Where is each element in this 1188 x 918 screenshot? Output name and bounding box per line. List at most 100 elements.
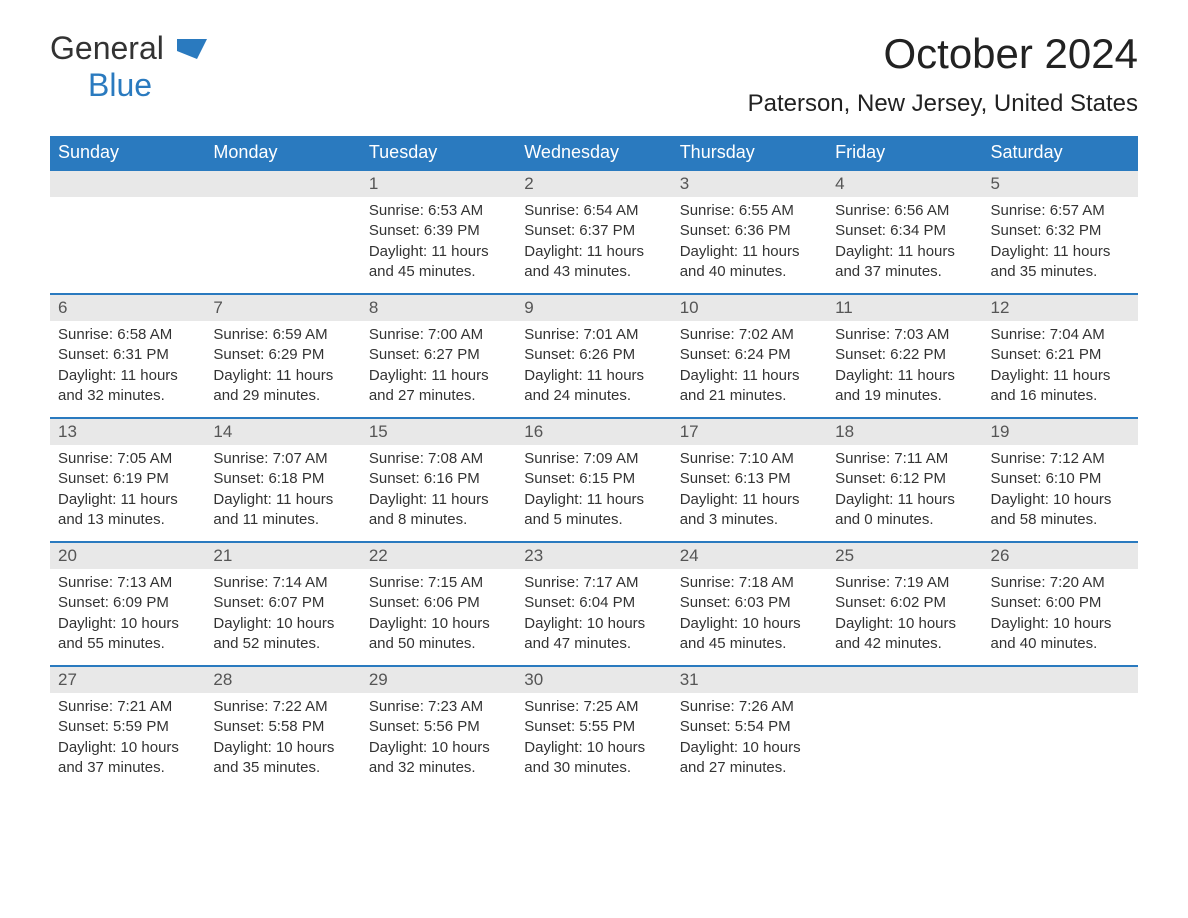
day-number: 27 (50, 667, 205, 693)
day-body: Sunrise: 7:15 AMSunset: 6:06 PMDaylight:… (361, 569, 516, 664)
daylight-line: Daylight: 11 hours and 19 minutes. (835, 366, 974, 407)
week-row: 1Sunrise: 6:53 AMSunset: 6:39 PMDaylight… (50, 169, 1138, 293)
day-cell (50, 171, 205, 293)
day-cell: 26Sunrise: 7:20 AMSunset: 6:00 PMDayligh… (983, 543, 1138, 665)
day-body: Sunrise: 6:57 AMSunset: 6:32 PMDaylight:… (983, 197, 1138, 292)
daylight-line: Daylight: 10 hours and 30 minutes. (524, 738, 663, 779)
week-row: 13Sunrise: 7:05 AMSunset: 6:19 PMDayligh… (50, 417, 1138, 541)
day-number: 15 (361, 419, 516, 445)
daylight-line: Daylight: 11 hours and 11 minutes. (213, 490, 352, 531)
daylight-line: Daylight: 10 hours and 32 minutes. (369, 738, 508, 779)
sunrise-line: Sunrise: 7:14 AM (213, 573, 352, 593)
day-body: Sunrise: 7:05 AMSunset: 6:19 PMDaylight:… (50, 445, 205, 540)
day-cell: 9Sunrise: 7:01 AMSunset: 6:26 PMDaylight… (516, 295, 671, 417)
daylight-line: Daylight: 11 hours and 35 minutes. (991, 242, 1130, 283)
day-cell: 8Sunrise: 7:00 AMSunset: 6:27 PMDaylight… (361, 295, 516, 417)
day-cell: 28Sunrise: 7:22 AMSunset: 5:58 PMDayligh… (205, 667, 360, 789)
daylight-line: Daylight: 11 hours and 29 minutes. (213, 366, 352, 407)
sunset-line: Sunset: 6:37 PM (524, 221, 663, 241)
day-number: 14 (205, 419, 360, 445)
sunset-line: Sunset: 6:02 PM (835, 593, 974, 613)
sunset-line: Sunset: 6:26 PM (524, 345, 663, 365)
day-body: Sunrise: 7:17 AMSunset: 6:04 PMDaylight:… (516, 569, 671, 664)
daylight-line: Daylight: 10 hours and 35 minutes. (213, 738, 352, 779)
weekday-header-row: SundayMondayTuesdayWednesdayThursdayFrid… (50, 136, 1138, 169)
daylight-line: Daylight: 11 hours and 37 minutes. (835, 242, 974, 283)
sunrise-line: Sunrise: 7:19 AM (835, 573, 974, 593)
sunset-line: Sunset: 6:36 PM (680, 221, 819, 241)
day-number: 11 (827, 295, 982, 321)
day-body: Sunrise: 7:01 AMSunset: 6:26 PMDaylight:… (516, 321, 671, 416)
day-body: Sunrise: 7:02 AMSunset: 6:24 PMDaylight:… (672, 321, 827, 416)
sunset-line: Sunset: 6:06 PM (369, 593, 508, 613)
sunset-line: Sunset: 6:13 PM (680, 469, 819, 489)
day-cell: 13Sunrise: 7:05 AMSunset: 6:19 PMDayligh… (50, 419, 205, 541)
daylight-line: Daylight: 11 hours and 24 minutes. (524, 366, 663, 407)
weekday-wednesday: Wednesday (516, 136, 671, 169)
day-number: 29 (361, 667, 516, 693)
day-number-empty (827, 667, 982, 693)
daylight-line: Daylight: 11 hours and 43 minutes. (524, 242, 663, 283)
day-body: Sunrise: 7:26 AMSunset: 5:54 PMDaylight:… (672, 693, 827, 788)
day-number: 12 (983, 295, 1138, 321)
day-cell: 30Sunrise: 7:25 AMSunset: 5:55 PMDayligh… (516, 667, 671, 789)
daylight-line: Daylight: 11 hours and 40 minutes. (680, 242, 819, 283)
day-number: 3 (672, 171, 827, 197)
day-number: 1 (361, 171, 516, 197)
weekday-tuesday: Tuesday (361, 136, 516, 169)
sunset-line: Sunset: 6:18 PM (213, 469, 352, 489)
day-body: Sunrise: 6:55 AMSunset: 6:36 PMDaylight:… (672, 197, 827, 292)
day-cell: 2Sunrise: 6:54 AMSunset: 6:37 PMDaylight… (516, 171, 671, 293)
day-body: Sunrise: 7:23 AMSunset: 5:56 PMDaylight:… (361, 693, 516, 788)
sunrise-line: Sunrise: 7:02 AM (680, 325, 819, 345)
daylight-line: Daylight: 10 hours and 58 minutes. (991, 490, 1130, 531)
daylight-line: Daylight: 10 hours and 45 minutes. (680, 614, 819, 655)
sunset-line: Sunset: 6:39 PM (369, 221, 508, 241)
day-cell: 29Sunrise: 7:23 AMSunset: 5:56 PMDayligh… (361, 667, 516, 789)
day-cell: 15Sunrise: 7:08 AMSunset: 6:16 PMDayligh… (361, 419, 516, 541)
day-cell: 6Sunrise: 6:58 AMSunset: 6:31 PMDaylight… (50, 295, 205, 417)
day-body: Sunrise: 6:53 AMSunset: 6:39 PMDaylight:… (361, 197, 516, 292)
day-body: Sunrise: 7:04 AMSunset: 6:21 PMDaylight:… (983, 321, 1138, 416)
day-body: Sunrise: 7:14 AMSunset: 6:07 PMDaylight:… (205, 569, 360, 664)
day-cell: 18Sunrise: 7:11 AMSunset: 6:12 PMDayligh… (827, 419, 982, 541)
weekday-monday: Monday (205, 136, 360, 169)
day-cell: 22Sunrise: 7:15 AMSunset: 6:06 PMDayligh… (361, 543, 516, 665)
sunset-line: Sunset: 5:56 PM (369, 717, 508, 737)
daylight-line: Daylight: 10 hours and 52 minutes. (213, 614, 352, 655)
sunrise-line: Sunrise: 7:03 AM (835, 325, 974, 345)
sunset-line: Sunset: 6:03 PM (680, 593, 819, 613)
logo-text-blue: Blue (88, 67, 207, 104)
day-body: Sunrise: 7:20 AMSunset: 6:00 PMDaylight:… (983, 569, 1138, 664)
week-row: 6Sunrise: 6:58 AMSunset: 6:31 PMDaylight… (50, 293, 1138, 417)
daylight-line: Daylight: 11 hours and 5 minutes. (524, 490, 663, 531)
day-number: 19 (983, 419, 1138, 445)
day-body: Sunrise: 6:58 AMSunset: 6:31 PMDaylight:… (50, 321, 205, 416)
sunset-line: Sunset: 6:19 PM (58, 469, 197, 489)
day-number: 21 (205, 543, 360, 569)
day-number: 16 (516, 419, 671, 445)
sunset-line: Sunset: 6:29 PM (213, 345, 352, 365)
day-number: 28 (205, 667, 360, 693)
sunset-line: Sunset: 6:16 PM (369, 469, 508, 489)
weeks-container: 1Sunrise: 6:53 AMSunset: 6:39 PMDaylight… (50, 169, 1138, 789)
sunset-line: Sunset: 6:34 PM (835, 221, 974, 241)
day-cell: 5Sunrise: 6:57 AMSunset: 6:32 PMDaylight… (983, 171, 1138, 293)
day-body: Sunrise: 7:13 AMSunset: 6:09 PMDaylight:… (50, 569, 205, 664)
sunrise-line: Sunrise: 7:25 AM (524, 697, 663, 717)
sunrise-line: Sunrise: 7:11 AM (835, 449, 974, 469)
day-body: Sunrise: 6:59 AMSunset: 6:29 PMDaylight:… (205, 321, 360, 416)
day-cell: 14Sunrise: 7:07 AMSunset: 6:18 PMDayligh… (205, 419, 360, 541)
sunset-line: Sunset: 6:00 PM (991, 593, 1130, 613)
flag-icon (177, 30, 207, 67)
sunset-line: Sunset: 6:10 PM (991, 469, 1130, 489)
sunrise-line: Sunrise: 6:56 AM (835, 201, 974, 221)
logo: General Blue (50, 30, 207, 104)
day-number: 17 (672, 419, 827, 445)
day-body: Sunrise: 7:21 AMSunset: 5:59 PMDaylight:… (50, 693, 205, 788)
month-title: October 2024 (748, 30, 1138, 78)
day-number: 26 (983, 543, 1138, 569)
day-number: 5 (983, 171, 1138, 197)
daylight-line: Daylight: 10 hours and 42 minutes. (835, 614, 974, 655)
sunset-line: Sunset: 6:04 PM (524, 593, 663, 613)
